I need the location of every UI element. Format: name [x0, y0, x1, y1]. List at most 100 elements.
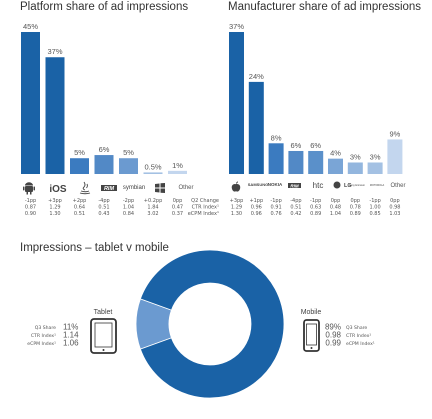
sony-ericsson-label: Sony Ericsson: [349, 184, 366, 187]
manufacturer-value-label: 3%: [350, 152, 361, 161]
platform-stat-ctr-index: 1.29: [49, 205, 60, 211]
windows-icon: [155, 183, 165, 193]
motorola-label: MOTOROLA: [370, 184, 385, 187]
svg-text:RIM: RIM: [290, 183, 299, 188]
manufacturer-value-label: 6%: [310, 141, 321, 150]
platform-stat-ctr-index: 1.84: [147, 205, 158, 211]
manufacturer-bar-motorola: [367, 162, 383, 174]
platform-chart-title: Platform share of ad impressions: [20, 1, 189, 13]
nokia-label: NOKIA: [268, 182, 283, 187]
platform-stat-q2-change: 0pp: [173, 198, 183, 204]
htc-label: htc: [313, 181, 324, 190]
platform-stat-ctr-index: 1.04: [123, 205, 134, 211]
manufacturer-value-label: 37%: [229, 22, 244, 31]
platform-stat-q2-change: +3pp: [48, 198, 62, 204]
mobile-donut-slice: [139, 249, 285, 399]
manufacturer-stat-ecpm-index: 0.89: [350, 211, 361, 217]
manufacturer-bar-htc: [308, 150, 324, 174]
platform-stat-ctr-index: 0.51: [98, 205, 109, 211]
platform-stat-q2-change: +2pp: [73, 198, 87, 204]
manufacturer-stat-ecpm-index: 1.03: [389, 211, 400, 217]
manufacturer-stat-q2-change: 0pp: [351, 198, 361, 204]
platform-value-label: 37%: [47, 47, 62, 56]
mobile-phone-icon: [303, 319, 320, 352]
other-platform-label: Other: [178, 185, 193, 191]
platform-stat-q2-change: -4pp: [98, 198, 109, 204]
manufacturer-value-label: 4%: [330, 149, 341, 158]
manufacturer-stat-ecpm-index: 1.04: [330, 211, 341, 217]
manufacturer-stat-ctr-index: 0.96: [251, 205, 262, 211]
manufacturer-stat-ctr-index: 0.48: [330, 205, 341, 211]
other-manufacturer-label: Other: [390, 183, 405, 189]
tablet-stat-value: 11%: [63, 323, 78, 332]
platform-stat-ctr-index: 0.64: [74, 205, 85, 211]
mobile-stat-value: 89%: [325, 323, 341, 332]
java-icon: [79, 181, 91, 195]
manufacturer-bar-rim: [288, 150, 304, 174]
manufacturer-value-label: 3%: [370, 152, 381, 161]
manufacturer-stat-q2-change: -1pp: [369, 198, 380, 204]
ios-label: iOS: [49, 184, 67, 195]
manufacturer-value-label: 24%: [249, 72, 264, 81]
platform-bar-other: [168, 170, 187, 174]
platform-stat-ctr-index: 0.47: [172, 205, 183, 211]
manufacturer-stat-ctr-index: 0.63: [310, 205, 321, 211]
manufacturer-bar-nokia: [268, 143, 284, 174]
manufacturer-stat-ecpm-index: 1.30: [231, 211, 242, 217]
platform-stat-ctr-index: 0.87: [25, 205, 36, 211]
mobile-stat-label: Q3 Share: [346, 325, 367, 331]
platform-stat-ecpm-index: 0.51: [74, 211, 85, 217]
platform-value-label: 6%: [99, 145, 110, 154]
tablet-stat-label: CTR Index¹: [31, 333, 56, 339]
manufacturer-stat-ctr-index: 1.29: [231, 205, 242, 211]
platform-stat-q2-change: -1pp: [25, 198, 36, 204]
lg-icon: LG: [333, 181, 352, 189]
symbian-label: symbian: [123, 185, 145, 191]
platform-bar-ios: [45, 57, 65, 174]
stat-row-label: eCPM Index¹: [188, 211, 219, 217]
manufacturer-chart-title: Manufacturer share of ad impressions: [228, 1, 422, 13]
manufacturer-stat-q2-change: -1pp: [310, 198, 321, 204]
platform-stat-q2-change: +0.2pp: [144, 198, 163, 204]
svg-text:RIM: RIM: [104, 186, 115, 192]
platform-stat-ecpm-index: 0.90: [25, 211, 36, 217]
platform-stat-ecpm-index: 0.43: [98, 211, 109, 217]
tablet-icon: [90, 318, 117, 354]
manufacturer-bar-sony-ericsson: [347, 162, 363, 174]
donut-chart: [135, 249, 285, 399]
stat-row-label: CTR Index¹: [192, 205, 219, 211]
manufacturer-stat-q2-change: -4pp: [290, 198, 301, 204]
manufacturer-stat-ecpm-index: 0.85: [370, 211, 381, 217]
manufacturer-stat-ecpm-index: 0.96: [251, 211, 262, 217]
tablet-stat-label: eCPM Index¹: [27, 341, 56, 347]
manufacturer-stat-ctr-index: 0.91: [271, 205, 282, 211]
manufacturer-stat-ctr-index: 0.98: [389, 205, 400, 211]
tablet-label: Tablet: [94, 309, 113, 316]
rim-manufacturer-icon: RIM: [288, 183, 301, 188]
manufacturer-bar-samsung: [248, 81, 264, 174]
platform-bar-java: [70, 158, 89, 174]
apple-icon: [231, 181, 241, 192]
manufacturer-stat-ctr-index: 1.00: [370, 205, 381, 211]
manufacturer-value-label: 9%: [389, 129, 400, 138]
mobile-stat-value: 0.99: [325, 339, 341, 348]
rim-logo-icon: RIM: [101, 185, 117, 192]
platform-value-label: 45%: [23, 22, 38, 31]
manufacturer-stat-ctr-index: 0.51: [290, 205, 301, 211]
mobile-stat-value: 0.98: [325, 331, 341, 340]
platform-stat-ecpm-index: 0.84: [123, 211, 134, 217]
manufacturer-stat-ecpm-index: 0.42: [290, 211, 301, 217]
mobile-stat-label: CTR Index¹: [346, 333, 371, 339]
platform-stat-ecpm-index: 3.02: [147, 211, 158, 217]
android-icon: [23, 182, 35, 195]
manufacturer-stat-ecpm-index: 0.89: [310, 211, 321, 217]
tablet-stat-value: 1.06: [63, 339, 79, 348]
mobile-label: Mobile: [301, 309, 322, 316]
manufacturer-stat-ecpm-index: 0.76: [271, 211, 282, 217]
manufacturer-bar-lg: [328, 158, 343, 174]
manufacturer-bar-apple: [229, 32, 244, 174]
platform-value-label: 1%: [172, 161, 183, 170]
mobile-stat-label: eCPM Index¹: [346, 341, 375, 347]
platform-bar-android: [21, 32, 40, 174]
